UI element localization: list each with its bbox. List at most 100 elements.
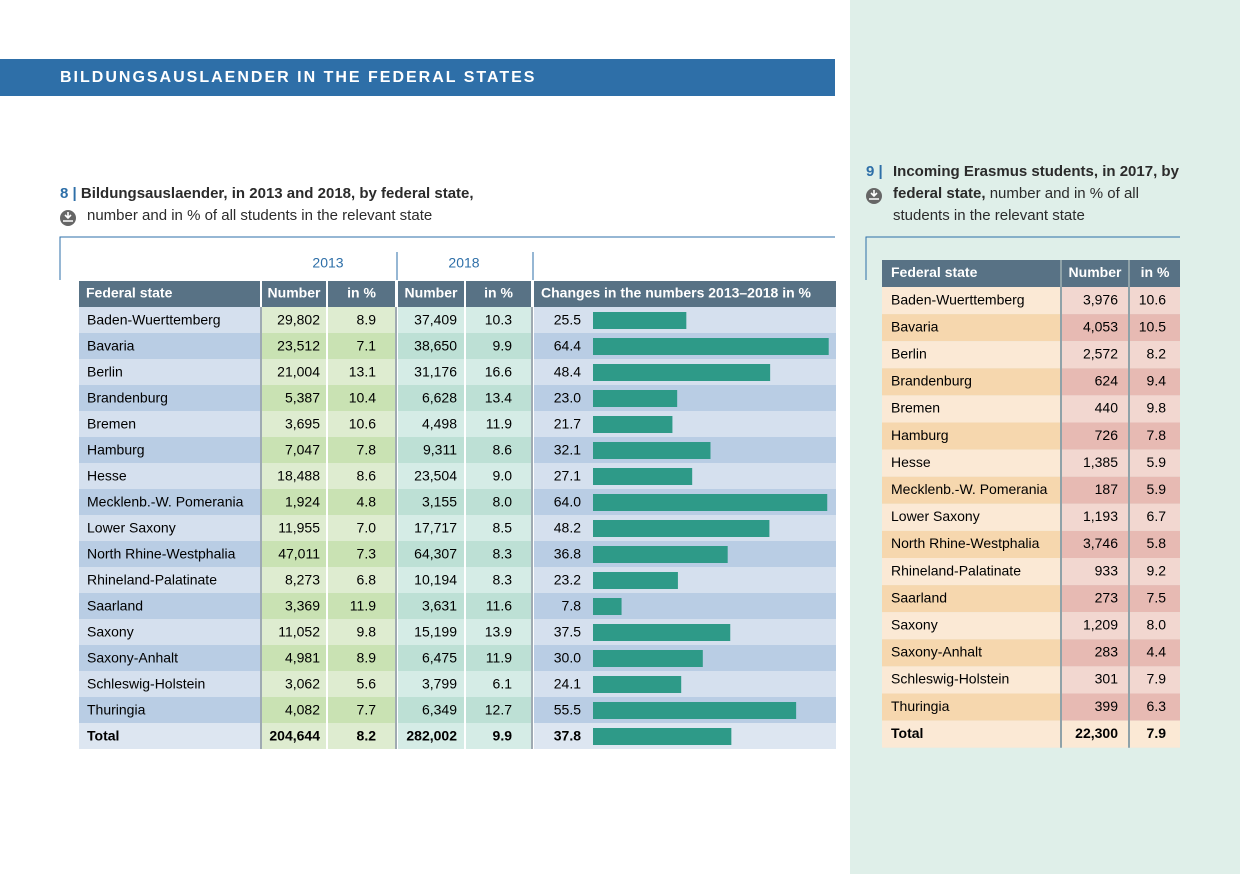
state-name: Mecklenb.-W. Pomerania bbox=[891, 481, 1048, 497]
table-cell bbox=[1130, 314, 1180, 342]
table-cell bbox=[1062, 558, 1128, 586]
table-cell bbox=[534, 385, 836, 411]
cell-value: 16.6 bbox=[485, 364, 512, 380]
table-cell bbox=[328, 437, 395, 463]
cell-value: 283 bbox=[1095, 644, 1119, 660]
cell-value: 38,650 bbox=[414, 338, 457, 354]
section-band: BILDUNGSAUSLAENDER IN THE FEDERAL STATES bbox=[0, 59, 835, 96]
table-cell bbox=[1062, 693, 1128, 721]
cell-value: 21,004 bbox=[277, 364, 320, 380]
table-cell bbox=[1130, 530, 1180, 558]
cell-value: 8.2 bbox=[1147, 345, 1167, 361]
table-cell bbox=[1062, 341, 1128, 369]
table-cell bbox=[1062, 503, 1128, 531]
cell-value: 10.6 bbox=[1139, 291, 1166, 307]
change-bar bbox=[593, 364, 771, 381]
change-label: 21.7 bbox=[554, 416, 581, 432]
table-cell bbox=[328, 515, 395, 541]
cell-value: 5.8 bbox=[1147, 535, 1167, 551]
cell-value: 1,209 bbox=[1083, 616, 1118, 632]
cell-value: 17,717 bbox=[414, 520, 457, 536]
caption-bold: Bildungsauslaender, in 2013 and 2018, by… bbox=[80, 185, 474, 202]
table-cell bbox=[1062, 720, 1128, 748]
table-cell bbox=[882, 449, 1060, 477]
cell-value: 5,387 bbox=[285, 390, 320, 406]
cell-value: 440 bbox=[1095, 400, 1119, 416]
state-name: Saarland bbox=[87, 598, 143, 614]
state-name: Baden-Wuerttemberg bbox=[87, 312, 221, 328]
table-cell bbox=[1062, 449, 1128, 477]
table-cell bbox=[1130, 585, 1180, 613]
table-cell bbox=[262, 619, 326, 645]
cell-value: 11,052 bbox=[278, 624, 320, 640]
table-cell bbox=[262, 411, 326, 437]
cell-value: 6.7 bbox=[1147, 508, 1167, 524]
table-cell bbox=[328, 593, 395, 619]
cell-value: 8.6 bbox=[357, 468, 377, 484]
state-name: Bremen bbox=[87, 416, 136, 432]
table-cell bbox=[262, 593, 326, 619]
table-cell bbox=[328, 385, 395, 411]
table-cell bbox=[79, 619, 260, 645]
change-label: 48.4 bbox=[554, 364, 581, 380]
table-cell bbox=[1130, 558, 1180, 586]
cell-value: 7,047 bbox=[285, 442, 320, 458]
state-name: Berlin bbox=[891, 345, 927, 361]
table9-caption: 9 | Incoming Erasmus students, in 2017, … bbox=[866, 163, 1179, 224]
group-header: 2018 bbox=[448, 255, 479, 271]
table-cell bbox=[79, 541, 260, 567]
table-cell bbox=[328, 567, 395, 593]
cell-value: 3,976 bbox=[1083, 291, 1118, 307]
cell-value: 9.0 bbox=[493, 468, 513, 484]
cell-value: 3,695 bbox=[285, 416, 320, 432]
table-cell bbox=[79, 463, 260, 489]
state-name: Brandenburg bbox=[891, 373, 972, 389]
state-name: Lower Saxony bbox=[87, 520, 176, 536]
cell-value: 7.1 bbox=[357, 338, 377, 354]
column-header: Changes in the numbers 2013–2018 in % bbox=[541, 285, 812, 301]
cell-value: 7.9 bbox=[1147, 671, 1167, 687]
cell-value: 4,498 bbox=[422, 416, 457, 432]
table-cell bbox=[262, 359, 326, 385]
table-cell bbox=[466, 593, 531, 619]
header-cell bbox=[398, 281, 464, 307]
state-name: Saxony bbox=[87, 624, 134, 640]
cell-value: 9.2 bbox=[1147, 562, 1167, 578]
table8-caption: 8 | Bildungsauslaender, in 2013 and 2018… bbox=[60, 185, 474, 224]
cell-value: 37,409 bbox=[414, 312, 457, 328]
header-cell bbox=[466, 281, 531, 307]
cell-value: 8.3 bbox=[493, 546, 513, 562]
table-cell bbox=[466, 515, 531, 541]
table-cell bbox=[79, 359, 260, 385]
table-cell bbox=[79, 593, 260, 619]
group-header: 2013 bbox=[312, 255, 343, 271]
cell-value: 7.0 bbox=[357, 520, 377, 536]
table-cell bbox=[262, 515, 326, 541]
state-name: Mecklenb.-W. Pomerania bbox=[87, 494, 244, 510]
cell-value: 6,628 bbox=[422, 390, 457, 406]
cell-value: 1,924 bbox=[285, 494, 320, 510]
column-header: Number bbox=[1069, 264, 1122, 280]
cell-value: 3,631 bbox=[422, 598, 457, 614]
cell-value: 3,369 bbox=[285, 598, 320, 614]
change-label: 48.2 bbox=[554, 520, 581, 536]
change-bar bbox=[593, 468, 693, 485]
table-cell bbox=[882, 585, 1060, 613]
state-name: Hesse bbox=[891, 454, 931, 470]
state-name: Schleswig-Holstein bbox=[87, 676, 205, 692]
change-label: 23.2 bbox=[554, 572, 581, 588]
table-cell bbox=[1062, 530, 1128, 558]
cell-value: 3,062 bbox=[285, 676, 320, 692]
change-label: 37.8 bbox=[554, 728, 581, 744]
cell-value: 10.4 bbox=[349, 390, 376, 406]
caption-bold: Incoming Erasmus students, in 2017, by f… bbox=[893, 163, 1179, 202]
table-cell bbox=[466, 307, 531, 333]
change-bar bbox=[593, 442, 711, 459]
table-cell bbox=[882, 503, 1060, 531]
cell-value: 11,955 bbox=[278, 520, 320, 536]
table-cell bbox=[79, 645, 260, 671]
state-name: Rhineland-Palatinate bbox=[87, 572, 217, 588]
state-name: Hamburg bbox=[891, 427, 949, 443]
cell-value: 7.8 bbox=[1147, 427, 1167, 443]
